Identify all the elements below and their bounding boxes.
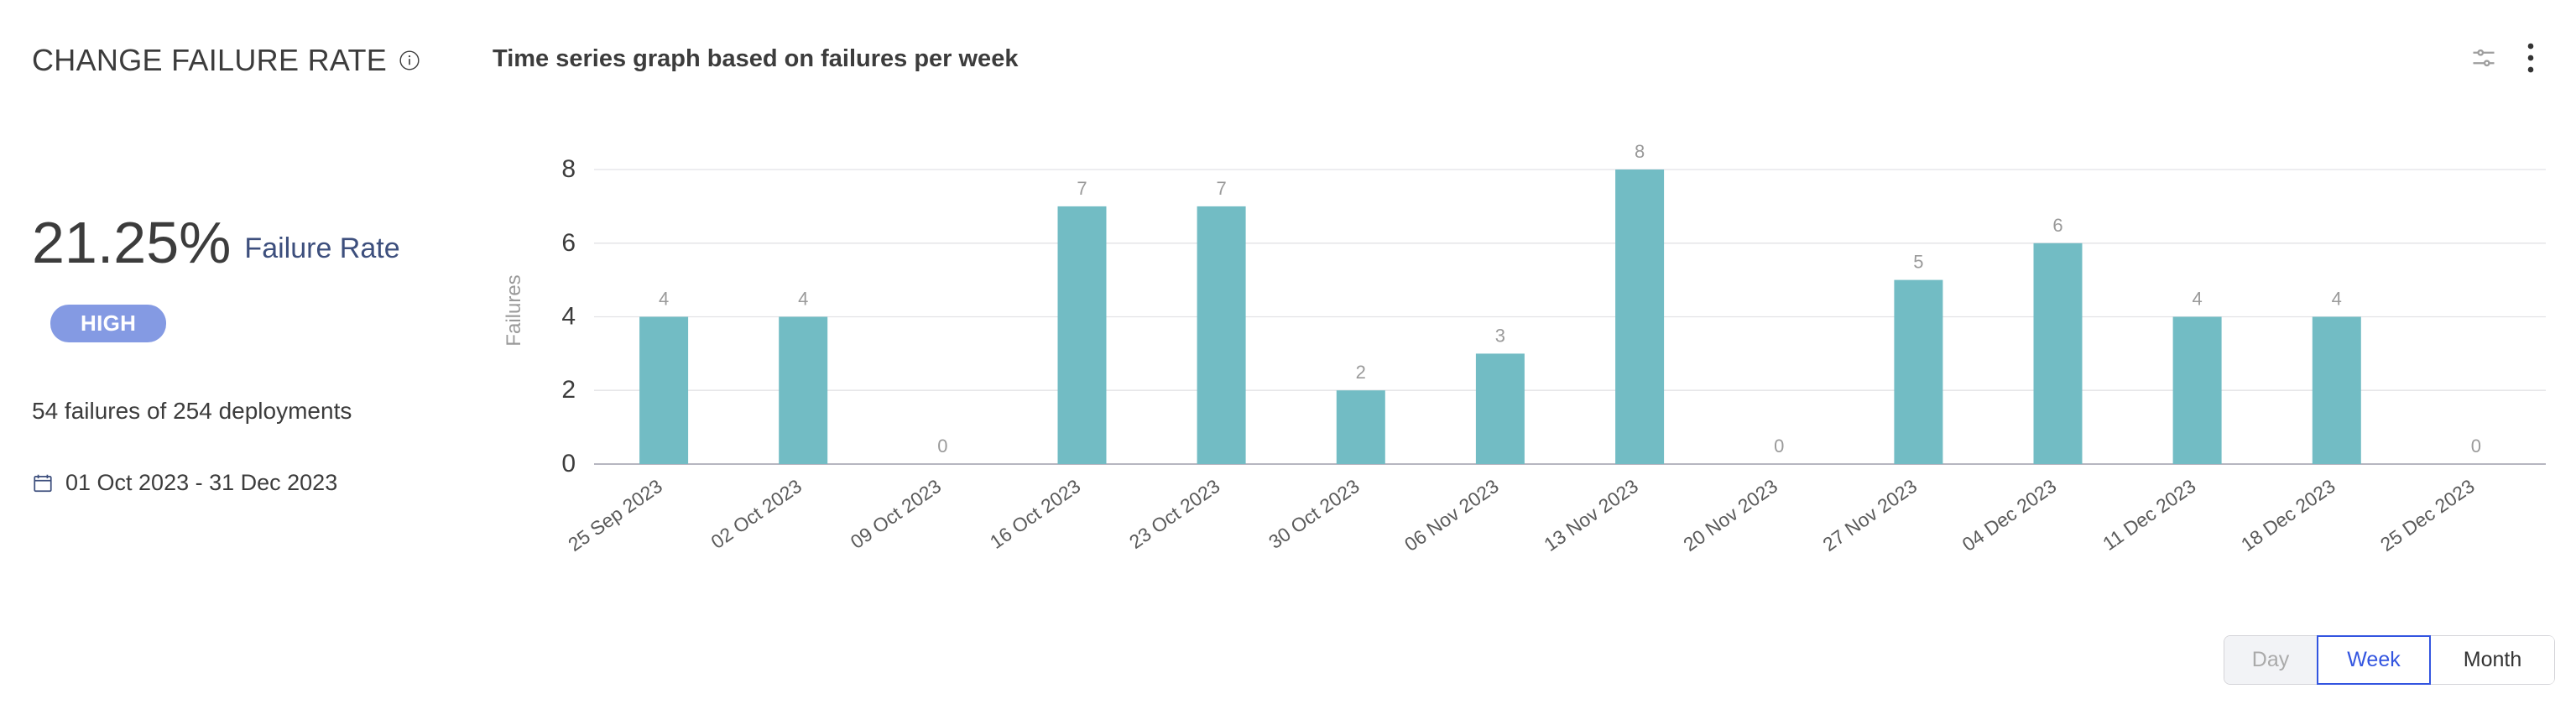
svg-text:04 Dec 2023: 04 Dec 2023	[1958, 475, 2061, 556]
svg-text:4: 4	[2192, 289, 2202, 310]
svg-text:3: 3	[1495, 325, 1505, 346]
svg-text:Failures: Failures	[503, 274, 525, 346]
svg-text:4: 4	[561, 303, 576, 331]
svg-text:2: 2	[561, 376, 576, 404]
svg-text:16 Oct 2023: 16 Oct 2023	[986, 475, 1085, 553]
svg-text:09 Oct 2023: 09 Oct 2023	[847, 475, 946, 553]
svg-text:6: 6	[2052, 215, 2062, 236]
svg-text:0: 0	[937, 436, 947, 457]
svg-text:2: 2	[1356, 362, 1366, 383]
svg-text:0: 0	[1774, 436, 1784, 457]
svg-text:18 Dec 2023: 18 Dec 2023	[2237, 475, 2339, 556]
svg-text:7: 7	[1216, 178, 1226, 199]
svg-text:5: 5	[1913, 252, 1923, 273]
svg-text:4: 4	[2332, 289, 2342, 310]
svg-text:8: 8	[561, 155, 576, 183]
svg-text:0: 0	[2471, 436, 2481, 457]
svg-text:11 Dec 2023: 11 Dec 2023	[2099, 475, 2199, 555]
svg-text:4: 4	[798, 289, 808, 310]
svg-text:23 Oct 2023: 23 Oct 2023	[1125, 475, 1224, 553]
svg-text:25 Dec 2023: 25 Dec 2023	[2376, 475, 2479, 556]
svg-text:25 Sep 2023: 25 Sep 2023	[564, 475, 666, 556]
svg-text:8: 8	[1635, 141, 1645, 162]
svg-text:4: 4	[659, 289, 669, 310]
svg-text:7: 7	[1077, 178, 1087, 199]
svg-text:27 Nov 2023: 27 Nov 2023	[1819, 475, 1922, 556]
svg-text:13 Nov 2023: 13 Nov 2023	[1540, 475, 1642, 556]
svg-text:06 Nov 2023: 06 Nov 2023	[1400, 475, 1503, 556]
svg-text:30 Oct 2023: 30 Oct 2023	[1265, 475, 1364, 553]
svg-text:0: 0	[561, 450, 576, 477]
svg-text:6: 6	[561, 229, 576, 257]
svg-text:20 Nov 2023: 20 Nov 2023	[1679, 475, 1781, 556]
svg-text:02 Oct 2023: 02 Oct 2023	[707, 475, 806, 553]
